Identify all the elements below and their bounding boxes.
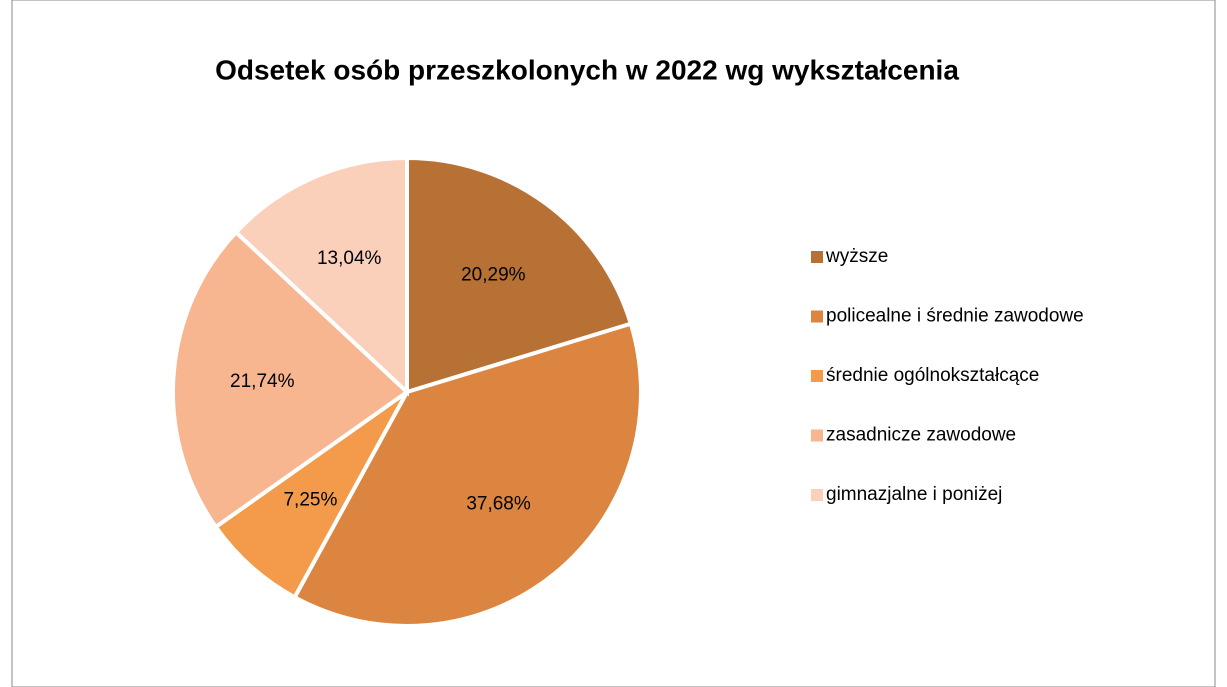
pie-slice [291,321,643,628]
legend-swatch [811,251,823,263]
legend-label: gimnazjalne i poniżej [826,484,1002,505]
data-label: 7,25% [283,489,337,510]
pie-slice [233,155,409,397]
data-label: 13,04% [317,248,382,269]
chart-title: Odsetek osób przeszkolonych w 2022 wg wy… [215,54,959,85]
legend-label: wyższe [825,246,888,267]
legend-label: policealne i średnie zawodowe [826,306,1084,327]
pie-slice [213,390,409,600]
pie-slice [171,229,411,530]
pie-slice [405,155,634,395]
legend-swatch [811,310,823,323]
legend-label: zasadnicze zawodowe [826,425,1016,446]
data-label: 20,29% [461,264,526,285]
data-label: 37,68% [466,494,531,515]
legend-swatch [811,489,823,501]
legend-swatch [811,429,823,442]
legend-swatch [811,370,823,382]
data-label: 21,74% [230,371,295,392]
legend-label: średnie ogólnokształcące [826,365,1039,386]
